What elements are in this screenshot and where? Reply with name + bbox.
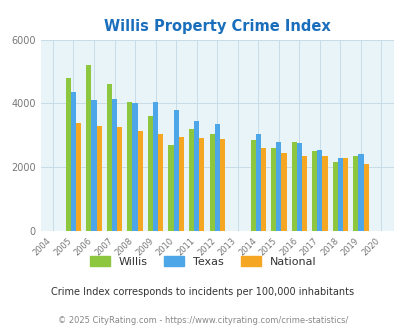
Bar: [337, 158, 342, 231]
Bar: [317, 150, 322, 231]
Bar: [291, 142, 296, 231]
Bar: [362, 164, 368, 231]
Bar: [127, 102, 132, 231]
Bar: [250, 140, 255, 231]
Text: Crime Index corresponds to incidents per 100,000 inhabitants: Crime Index corresponds to incidents per…: [51, 287, 354, 297]
Bar: [76, 122, 81, 231]
Bar: [352, 156, 358, 231]
Bar: [322, 156, 327, 231]
Title: Willis Property Crime Index: Willis Property Crime Index: [104, 19, 330, 34]
Bar: [86, 65, 91, 231]
Bar: [301, 156, 306, 231]
Bar: [260, 148, 265, 231]
Bar: [173, 110, 178, 231]
Bar: [71, 92, 76, 231]
Bar: [194, 121, 199, 231]
Bar: [132, 103, 137, 231]
Bar: [107, 84, 112, 231]
Bar: [117, 127, 122, 231]
Bar: [96, 126, 101, 231]
Text: © 2025 CityRating.com - https://www.cityrating.com/crime-statistics/: © 2025 CityRating.com - https://www.city…: [58, 315, 347, 325]
Bar: [275, 142, 281, 231]
Bar: [296, 143, 301, 231]
Bar: [358, 154, 362, 231]
Bar: [199, 139, 204, 231]
Bar: [178, 137, 183, 231]
Bar: [342, 158, 347, 231]
Bar: [332, 162, 337, 231]
Bar: [91, 100, 96, 231]
Bar: [281, 153, 286, 231]
Bar: [66, 78, 71, 231]
Bar: [137, 130, 143, 231]
Bar: [311, 151, 317, 231]
Bar: [147, 116, 153, 231]
Bar: [153, 102, 158, 231]
Legend: Willis, Texas, National: Willis, Texas, National: [85, 251, 320, 271]
Bar: [209, 134, 214, 231]
Bar: [255, 134, 260, 231]
Bar: [188, 129, 194, 231]
Bar: [112, 99, 117, 231]
Bar: [158, 134, 163, 231]
Bar: [271, 148, 275, 231]
Bar: [168, 145, 173, 231]
Bar: [219, 140, 224, 231]
Bar: [214, 124, 219, 231]
